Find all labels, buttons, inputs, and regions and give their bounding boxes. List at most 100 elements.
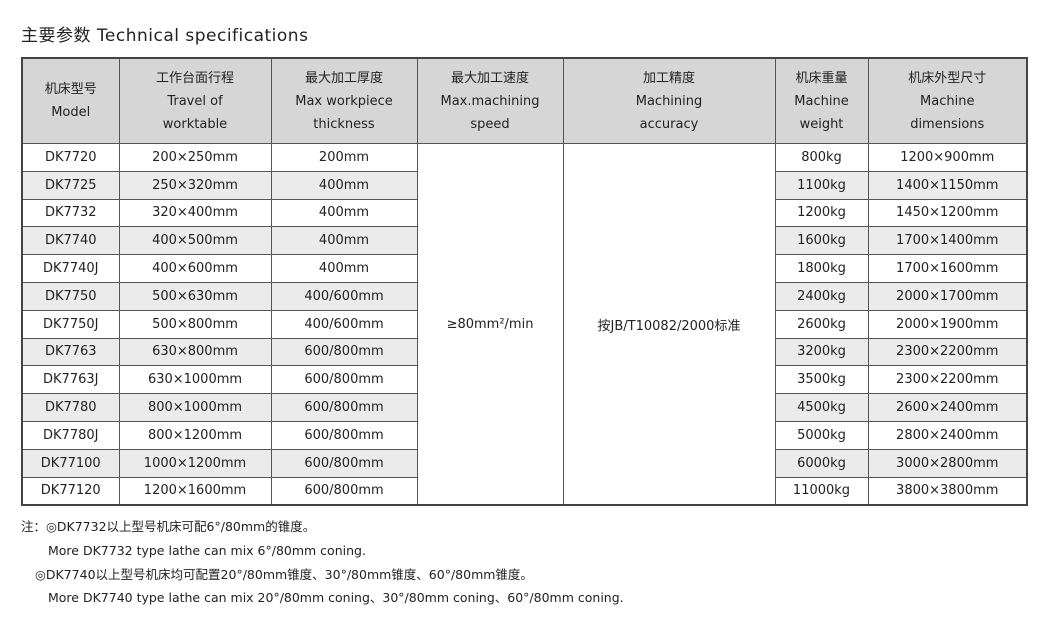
dimensions-cell: 1400×1150mm [867, 170, 1028, 200]
travel-cell: 630×1000mm [118, 365, 272, 395]
travel-cell: 800×1200mm [118, 420, 272, 450]
note-line: More DK7732 type lathe can mix 6°/80mm c… [48, 542, 366, 558]
dimensions-cell: 2000×1700mm [867, 281, 1028, 311]
note-line: ◎DK7740以上型号机床均可配置20°/80mm锥度、30°/80mm锥度、6… [35, 566, 533, 582]
header-line: Model [51, 105, 91, 120]
table-row: DK7780J 800×1200mm 600/800mm 5000kg 2800×240… [21, 420, 1028, 450]
travel-cell: 630×800mm [118, 337, 272, 367]
thickness-cell: 200mm [270, 143, 418, 172]
travel-cell: 250×320mm [118, 170, 272, 200]
travel-cell: 1000×1200mm [118, 448, 272, 478]
weight-cell: 2400kg [774, 281, 869, 311]
header-line: weight [799, 116, 844, 132]
model-cell: DK7750J [21, 309, 120, 339]
travel-cell: 500×630mm [118, 281, 272, 311]
header-line: 机床型号 [44, 82, 97, 97]
thickness-cell: 400mm [270, 198, 418, 228]
column-header: 最大加工厚度 Max workpiece thickness [270, 57, 418, 144]
table-row: DK7750 500×630mm 400/600mm 2400kg 2000×1700m… [21, 281, 1028, 311]
travel-cell: 400×500mm [118, 226, 272, 256]
thickness-cell: 400/600mm [270, 309, 418, 339]
travel-cell: 500×800mm [118, 309, 272, 339]
speed-cell: ≥80mm²/min [416, 143, 564, 506]
weight-cell: 11000kg [774, 476, 869, 506]
header-line: Travel of [167, 93, 223, 109]
table-row: DK7740 400×500mm 400mm 1600kg 1700×1400mm [21, 226, 1028, 256]
header-line: Max.machining [440, 93, 540, 109]
weight-cell: 1800kg [774, 254, 869, 283]
column-header: 机床型号 Model [21, 57, 120, 144]
dimensions-cell: 2300×2200mm [867, 365, 1028, 395]
model-cell: DK7740 [21, 226, 120, 256]
dimensions-cell: 1200×900mm [867, 143, 1028, 172]
model-cell: DK7780J [21, 420, 120, 450]
header-line: 工作台面行程 [155, 70, 234, 86]
column-header: 最大加工速度 Max.machining speed [416, 57, 564, 144]
travel-cell: 400×600mm [118, 254, 272, 283]
weight-cell: 1600kg [774, 226, 869, 256]
travel-cell: 800×1000mm [118, 393, 272, 422]
thickness-cell: 400mm [270, 170, 418, 200]
column-header: 机床外型尺寸 Machine dimensions [867, 57, 1028, 144]
notes: 注：◎DK7732以上型号机床可配6°/80mm的锥度。 More DK7732… [21, 515, 624, 610]
header-line: speed [470, 116, 510, 132]
header-line: thickness [313, 116, 375, 132]
table-row: DK7763 630×800mm 600/800mm 3200kg 2300×2200m… [21, 337, 1028, 367]
header-line: Machine [794, 93, 849, 109]
thickness-cell: 400mm [270, 254, 418, 283]
table-row: DK7740J 400×600mm 400mm 1800kg 1700×1600mm [21, 254, 1028, 283]
table-row: DK77100 1000×1200mm 600/800mm 6000kg 3000×28… [21, 448, 1028, 478]
model-cell: DK7763 [21, 337, 120, 367]
header-line: Machine [920, 93, 975, 109]
page-title: 主要参数 Technical specifications [21, 26, 309, 46]
dimensions-cell: 2000×1900mm [867, 309, 1028, 339]
dimensions-cell: 2800×2400mm [867, 420, 1028, 450]
model-cell: DK7740J [21, 254, 120, 283]
model-cell: DK77100 [21, 448, 120, 478]
thickness-cell: 600/800mm [270, 337, 418, 367]
dimensions-cell: 3000×2800mm [867, 448, 1028, 478]
dimensions-cell: 1700×1400mm [867, 226, 1028, 256]
header-line: worktable [162, 116, 228, 132]
weight-cell: 800kg [774, 143, 869, 172]
table-row: DK7725 250×320mm 400mm 1100kg 1400×1150mm [21, 170, 1028, 200]
thickness-cell: 600/800mm [270, 420, 418, 450]
dimensions-cell: 2600×2400mm [867, 393, 1028, 422]
weight-cell: 1200kg [774, 198, 869, 228]
header-line: 机床外型尺寸 [908, 70, 987, 86]
model-cell: DK7725 [21, 170, 120, 200]
thickness-cell: 400/600mm [270, 281, 418, 311]
header-line: 最大加工厚度 [304, 70, 383, 86]
table-row: DK7780 800×1000mm 600/800mm 4500kg 2600×2400… [21, 393, 1028, 422]
dimensions-cell: 1450×1200mm [867, 198, 1028, 228]
table-row: DK77120 1200×1600mm 600/800mm 11000kg 3800×3… [21, 476, 1028, 506]
note-line: More DK7740 type lathe can mix 20°/80mm … [48, 590, 624, 606]
header-line: Max workpiece [295, 93, 393, 109]
dimensions-cell: 2300×2200mm [867, 337, 1028, 367]
weight-cell: 1100kg [774, 170, 869, 200]
header-line: dimensions [910, 116, 985, 132]
model-cell: DK7780 [21, 393, 120, 422]
model-cell: DK7763J [21, 365, 120, 395]
weight-cell: 5000kg [774, 420, 869, 450]
dimensions-cell: 3800×3800mm [867, 476, 1028, 506]
table-row: DK7750J 500×800mm 400/600mm 2600kg 2000×1900… [21, 309, 1028, 339]
table-row: DK7720 200×250mm 200mm ≥80mm²/min 按JB/T10082… [21, 143, 1028, 506]
travel-cell: 1200×1600mm [118, 476, 272, 506]
travel-cell: 320×400mm [118, 198, 272, 228]
travel-cell: 200×250mm [118, 143, 272, 172]
thickness-cell: 600/800mm [270, 393, 418, 422]
table-row: DK7763J 630×1000mm 600/800mm 3500kg 2300×220… [21, 365, 1028, 395]
column-header: 机床重量 Machine weight [774, 57, 869, 144]
accuracy-cell: 按JB/T10082/2000标准 [562, 143, 776, 506]
weight-cell: 6000kg [774, 448, 869, 478]
weight-cell: 2600kg [774, 309, 869, 339]
weight-cell: 4500kg [774, 393, 869, 422]
weight-cell: 3500kg [774, 365, 869, 395]
thickness-cell: 600/800mm [270, 448, 418, 478]
table-row: DK7732 320×400mm 400mm 1200kg 1450×1200mm [21, 198, 1028, 228]
column-header: 加工精度 Machining accuracy [562, 57, 776, 144]
dimensions-cell: 1700×1600mm [867, 254, 1028, 283]
header-line: Machining [635, 93, 703, 109]
spec-table: 机床型号 Model 工作台面行程 Travel of worktable 最大加工厚度 M… [21, 57, 1028, 507]
